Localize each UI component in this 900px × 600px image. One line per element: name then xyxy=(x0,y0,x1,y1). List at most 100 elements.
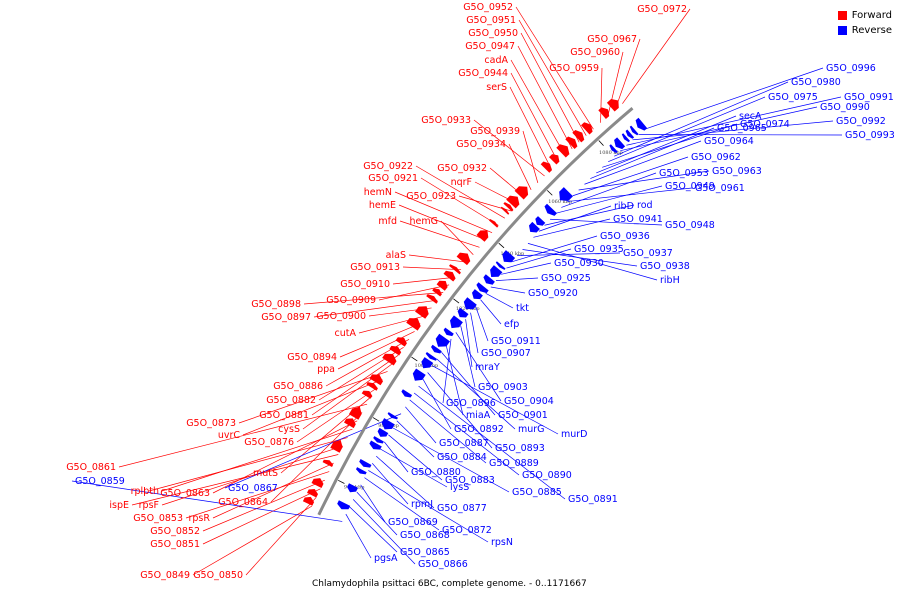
forward-leader-line xyxy=(518,19,587,136)
forward-gene-label: G5O_0909 xyxy=(326,295,376,306)
forward-leader-line xyxy=(378,284,450,301)
forward-leader-line xyxy=(185,471,330,519)
forward-gene-label: mfd xyxy=(378,216,397,227)
forward-gene xyxy=(449,264,461,275)
reverse-leader-line xyxy=(527,243,658,281)
reverse-gene-label: G5O_0980 xyxy=(791,77,841,88)
forward-gene-label: G5O_0910 xyxy=(340,279,390,290)
reverse-gene-label: G5O_0925 xyxy=(541,273,591,284)
forward-gene xyxy=(540,161,552,173)
reverse-gene-label: ribD xyxy=(614,201,634,212)
reverse-gene xyxy=(443,327,454,337)
reverse-leader-line xyxy=(432,365,559,435)
forward-gene xyxy=(348,406,362,420)
forward-gene xyxy=(572,130,585,143)
forward-leader-line xyxy=(508,143,532,190)
forward-gene-label: G5O_0850 xyxy=(193,570,243,581)
reverse-gene-label: G5O_0963 xyxy=(712,166,762,177)
forward-gene-label: alaS xyxy=(386,250,406,261)
reverse-leader-line xyxy=(465,319,473,368)
legend: Forward Reverse xyxy=(837,8,892,38)
reverse-gene-label: G5O_0964 xyxy=(704,136,754,147)
reverse-leader-line xyxy=(349,506,398,553)
reverse-gene-label: G5O_0880 xyxy=(411,467,461,478)
forward-gene-label: rpsR xyxy=(189,513,211,524)
reverse-gene-label: mraY xyxy=(475,362,500,373)
legend-reverse: Reverse xyxy=(837,23,892,38)
reverse-leader-line xyxy=(375,455,435,509)
reverse-leader-line xyxy=(405,406,437,444)
forward-gene xyxy=(426,294,438,304)
reverse-leader-line xyxy=(442,338,452,404)
kbp-tick xyxy=(498,242,505,249)
kbp-tick xyxy=(411,356,418,362)
forward-gene xyxy=(302,496,315,506)
reverse-gene-label: G5O_0907 xyxy=(481,348,531,359)
forward-leader-line xyxy=(302,363,394,430)
forward-leader-line xyxy=(303,292,444,305)
kbp-tick-label: 1040 kbp xyxy=(501,251,525,257)
reverse-gene-label: G5O_0892 xyxy=(454,424,504,435)
reverse-gene xyxy=(535,216,546,226)
reverse-gene-track xyxy=(337,117,648,510)
reverse-gene-label: G5O_0901 xyxy=(498,410,548,421)
forward-gene-label: cadA xyxy=(484,55,508,66)
forward-gene xyxy=(322,459,334,467)
reverse-gene-label: G5O_0992 xyxy=(836,116,886,127)
reverse-gene-label: efp xyxy=(504,319,519,330)
forward-gene-label: G5O_0921 xyxy=(368,173,418,184)
reverse-gene xyxy=(609,144,618,154)
reverse-gene-label: G5O_0867 xyxy=(228,483,278,494)
forward-gene xyxy=(361,390,373,399)
reverse-gene-label: G5O_0904 xyxy=(504,396,554,407)
forward-gene-label: G5O_0959 xyxy=(549,63,599,74)
forward-leader-line xyxy=(420,177,499,226)
reverse-gene xyxy=(425,352,437,361)
reverse-gene-label: G5O_0937 xyxy=(623,248,673,259)
forward-leader-line xyxy=(339,323,421,358)
forward-leader-line xyxy=(131,454,339,506)
forward-gene-label: G5O_0863 xyxy=(160,488,210,499)
reverse-gene-label: G5O_0962 xyxy=(691,152,741,163)
reverse-gene-label: G5O_0885 xyxy=(512,487,562,498)
forward-gene-label: G5O_0933 xyxy=(421,115,471,126)
reverse-leader-line xyxy=(501,262,552,275)
reverse-gene-label: G5O_0961 xyxy=(695,183,745,194)
reverse-gene xyxy=(373,436,384,444)
reverse-gene xyxy=(490,265,503,277)
forward-gene xyxy=(330,439,343,453)
reverse-gene xyxy=(495,261,506,270)
forward-gene xyxy=(432,288,442,297)
reverse-leader-line xyxy=(418,385,566,500)
reverse-gene xyxy=(337,500,351,510)
forward-gene xyxy=(476,230,489,242)
reverse-leader-line xyxy=(480,299,502,325)
forward-gene xyxy=(443,270,456,282)
forward-gene-label: G5O_0960 xyxy=(570,47,620,58)
forward-leader-line xyxy=(245,497,317,576)
reverse-gene-label: G5O_0868 xyxy=(400,530,450,541)
forward-leader-line xyxy=(520,32,580,143)
reverse-leader-line xyxy=(578,170,710,191)
forward-gene-label: rpsF xyxy=(139,500,159,511)
reverse-gene-label: G5O_0896 xyxy=(446,398,496,409)
forward-gene-label: ppa xyxy=(317,364,335,375)
reverse-leader-line xyxy=(345,513,372,559)
forward-gene-label: G5O_0939 xyxy=(470,126,520,137)
reverse-gene-label: ribH xyxy=(660,275,680,286)
forward-gene xyxy=(506,195,520,209)
forward-gene-label: G5O_0947 xyxy=(465,41,515,52)
forward-gene-label: G5O_0881 xyxy=(259,410,309,421)
reverse-leader-line xyxy=(632,120,834,141)
reverse-gene xyxy=(377,427,389,437)
reverse-leader-line xyxy=(360,484,386,523)
reverse-gene-label: rpsN xyxy=(491,537,513,548)
reverse-gene-label: G5O_0889 xyxy=(489,458,539,469)
reverse-gene-label: G5O_0893 xyxy=(495,443,545,454)
reverse-leader-line xyxy=(368,470,489,543)
reverse-gene-label: G5O_0975 xyxy=(768,92,818,103)
forward-gene-label: G5O_0852 xyxy=(150,526,200,537)
forward-gene-label: G5O_0934 xyxy=(456,139,506,150)
forward-gene-label: G5O_0882 xyxy=(266,395,316,406)
forward-gene-label: hemG xyxy=(410,216,438,227)
